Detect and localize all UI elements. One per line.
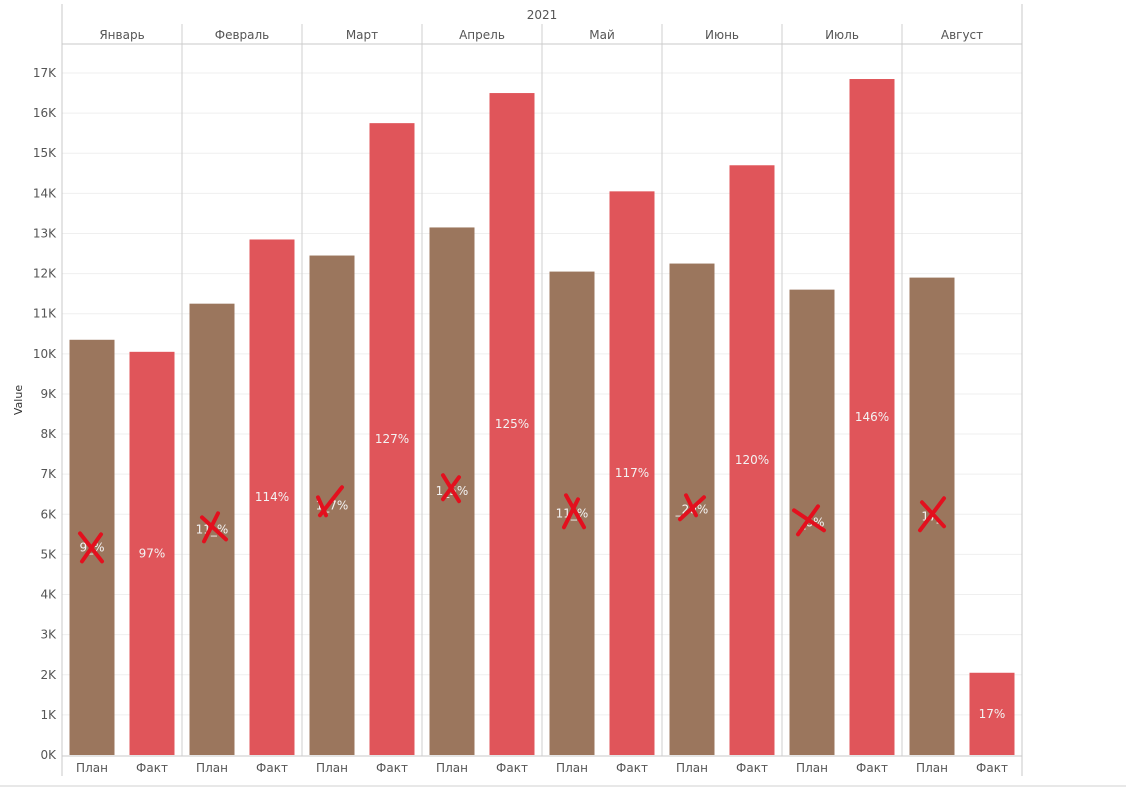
fact-bar [489, 93, 535, 755]
bar-data-label: 125% [495, 417, 529, 431]
y-tick-label: 17K [33, 66, 57, 80]
bar-data-label: 114% [255, 490, 289, 504]
month-header: Май [589, 28, 615, 42]
fact-bar [729, 165, 775, 756]
fact-bar [369, 123, 415, 756]
category-axis: План Факт План Факт План Факт План Факт План Факт… [76, 761, 1008, 775]
bars [69, 79, 1015, 756]
cross-mark [441, 473, 461, 504]
fact-bar [969, 672, 1015, 755]
bar-data-label: 117% [615, 466, 649, 480]
y-tick-label: 14K [33, 186, 57, 200]
cross-stroke [564, 493, 586, 530]
plan-bar [309, 255, 355, 756]
cross-mark [562, 493, 586, 530]
month-header: Январь [99, 28, 144, 42]
chart-frame [0, 4, 1126, 787]
year-header: 2021 [527, 8, 558, 22]
y-tick-label: 8K [40, 427, 57, 441]
cross-mark [78, 531, 104, 564]
y-tick-label: 13K [33, 226, 57, 240]
bar-data-label: 17% [979, 707, 1006, 721]
y-axis-title: Value [12, 385, 25, 415]
y-tick-label: 10K [33, 347, 57, 361]
column-header: 2021 Январь Февраль Март Апрель Май Июнь Июль А… [99, 8, 983, 42]
fact-bar [249, 239, 295, 756]
cross-mark [200, 511, 228, 544]
month-header: Август [941, 28, 983, 42]
bar-data-label: 127% [375, 432, 409, 446]
y-tick-label: 1K [40, 708, 57, 722]
y-tick-label: 7K [40, 467, 57, 481]
cross-mark [918, 496, 946, 533]
cross-mark [792, 504, 826, 537]
y-axis: Value 0K 1K 2K 3K 4K 5K 6K 7K 8K 9K 10K 11K 12K 13K 14… [12, 66, 57, 762]
cross-mark [678, 493, 706, 522]
fact-bar [609, 191, 655, 756]
category-label: Факт [256, 761, 288, 775]
cross-stroke [796, 504, 820, 537]
month-header: Февраль [215, 28, 270, 42]
y-tick-label: 11K [33, 307, 57, 321]
y-tick-label: 5K [40, 547, 57, 561]
cross-stroke [80, 532, 103, 564]
month-header: Март [346, 28, 378, 42]
category-label: Факт [856, 761, 888, 775]
y-tick-label: 4K [40, 588, 57, 602]
y-tick-label: 2K [40, 668, 57, 682]
category-label: Факт [976, 761, 1008, 775]
cross-stroke [316, 495, 328, 518]
category-label: План [76, 761, 108, 775]
bar-data-label: 97% [139, 546, 166, 560]
y-tick-label: 12K [33, 267, 57, 281]
category-label: План [796, 761, 828, 775]
bar-data-label: 120% [735, 453, 769, 467]
category-label: План [196, 761, 228, 775]
cross-stroke [200, 515, 228, 542]
category-label: План [436, 761, 468, 775]
cross-stroke [684, 493, 698, 518]
fact-bar [129, 351, 175, 755]
category-label: План [556, 761, 588, 775]
category-label: Факт [376, 761, 408, 775]
category-label: Факт [496, 761, 528, 775]
y-tick-label: 0K [40, 748, 57, 762]
category-label: Факт [736, 761, 768, 775]
y-tick-label: 9K [40, 387, 57, 401]
category-label: План [676, 761, 708, 775]
month-header: Июнь [705, 28, 739, 42]
category-label: Факт [616, 761, 648, 775]
month-header: Апрель [459, 28, 505, 42]
cross-stroke [441, 475, 461, 502]
category-label: План [316, 761, 348, 775]
fact-bar [849, 79, 895, 756]
cross-mark [316, 485, 344, 518]
y-tick-label: 3K [40, 628, 57, 642]
month-header: Июль [825, 28, 859, 42]
category-label: План [916, 761, 948, 775]
y-tick-label: 6K [40, 507, 57, 521]
y-tick-label: 15K [33, 146, 57, 160]
bar-data-label: 146% [855, 410, 889, 424]
cross-stroke [202, 511, 220, 544]
cross-stroke [918, 496, 946, 533]
category-label: Факт [136, 761, 168, 775]
y-tick-label: 16K [33, 106, 57, 120]
cross-stroke [562, 497, 580, 530]
annotation-marks [78, 473, 946, 564]
